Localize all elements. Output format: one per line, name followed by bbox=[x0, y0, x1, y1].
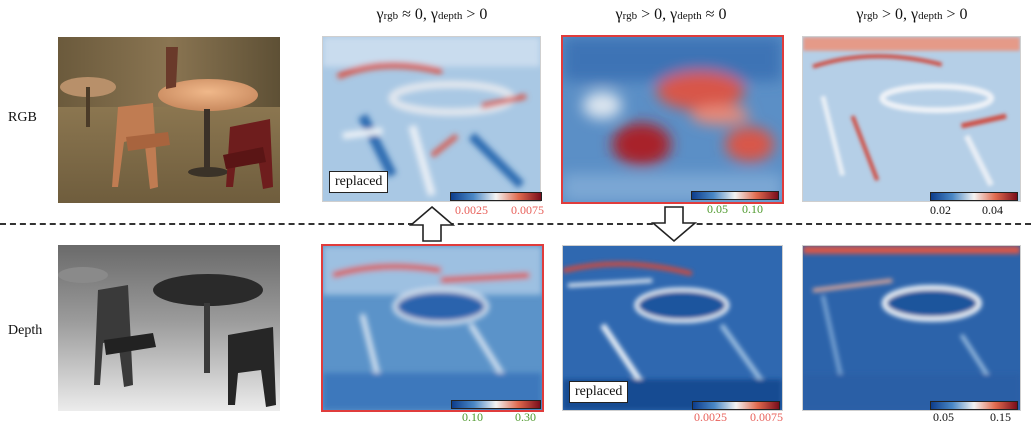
colorbar-depth-col3-low: 0.05 bbox=[933, 410, 954, 424]
arrow-up-icon bbox=[409, 205, 455, 242]
depth-image bbox=[58, 245, 280, 411]
colorbar-rgb-col2-high: 0.10 bbox=[742, 202, 763, 216]
colorbar-rgb-col2-low: 0.05 bbox=[707, 202, 728, 216]
colorbar-rgb-col3-high: 0.04 bbox=[982, 203, 1003, 217]
heatmap-rgb-col1 bbox=[322, 36, 541, 202]
column-title-3: γrgb > 0, γdepth > 0 bbox=[856, 6, 968, 23]
colorbar-rgb-col3-low: 0.02 bbox=[930, 203, 951, 217]
colorbar-depth-col2 bbox=[692, 401, 780, 410]
column-title-2: γrgb > 0, γdepth ≈ 0 bbox=[615, 6, 727, 23]
row-label-rgb: RGB bbox=[8, 110, 37, 125]
rgb-photo bbox=[58, 37, 280, 203]
colorbar-depth-col3-high: 0.15 bbox=[990, 410, 1011, 424]
colorbar-rgb-col1-low: 0.0025 bbox=[455, 203, 488, 217]
colorbar-rgb-col2 bbox=[691, 191, 779, 200]
heatmap-depth-col1 bbox=[321, 244, 544, 412]
colorbar-depth-col1 bbox=[451, 400, 541, 409]
colorbar-depth-col1-low: 0.10 bbox=[462, 410, 483, 424]
colorbar-depth-col3 bbox=[930, 401, 1018, 410]
colorbar-depth-col2-high: 0.0075 bbox=[750, 410, 783, 424]
colorbar-depth-col1-high: 0.30 bbox=[515, 410, 536, 424]
replaced-label-rgb: replaced bbox=[329, 171, 389, 193]
arrow-down-icon bbox=[651, 206, 697, 243]
colorbar-rgb-col3 bbox=[930, 192, 1018, 201]
colorbar-rgb-col1 bbox=[450, 192, 542, 201]
row-separator bbox=[0, 223, 1031, 225]
column-title-1: γrgb ≈ 0, γdepth > 0 bbox=[376, 6, 488, 23]
heatmap-depth-col3 bbox=[802, 245, 1021, 411]
heatmap-rgb-col3 bbox=[802, 36, 1021, 202]
row-label-depth: Depth bbox=[8, 323, 43, 338]
colorbar-depth-col2-low: 0.0025 bbox=[694, 410, 727, 424]
heatmap-rgb-col2 bbox=[561, 35, 784, 204]
colorbar-rgb-col1-high: 0.0075 bbox=[511, 203, 544, 217]
replaced-label-depth: replaced bbox=[569, 381, 629, 403]
